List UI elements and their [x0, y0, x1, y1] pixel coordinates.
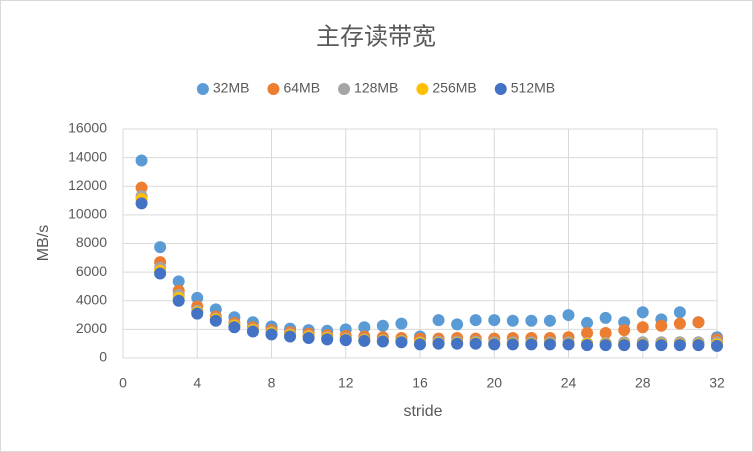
legend-label: 128MB — [354, 80, 398, 96]
data-point — [711, 339, 723, 352]
data-point — [432, 314, 445, 327]
data-point — [525, 314, 538, 327]
data-point — [469, 314, 482, 327]
x-tick-label: 4 — [193, 375, 201, 391]
data-point — [135, 197, 148, 210]
legend-marker — [196, 83, 209, 95]
x-axis-label: stride — [403, 403, 442, 420]
data-point — [358, 321, 371, 334]
data-point — [673, 339, 686, 352]
data-point — [135, 181, 148, 194]
data-point — [432, 337, 445, 350]
data-point — [673, 317, 686, 330]
data-point — [655, 319, 668, 332]
data-point — [339, 334, 352, 347]
y-tick-label: 2000 — [76, 320, 107, 336]
data-point — [581, 339, 594, 352]
data-point — [302, 331, 315, 344]
legend-label: 256MB — [432, 80, 476, 96]
data-point — [488, 314, 501, 327]
legend-marker — [494, 83, 507, 95]
y-tick-label: 0 — [99, 349, 107, 365]
data-point — [135, 154, 148, 167]
data-point — [469, 337, 482, 350]
data-point — [395, 317, 408, 330]
data-point — [228, 321, 241, 334]
data-point — [599, 339, 612, 352]
data-point — [321, 333, 334, 346]
data-point — [414, 338, 426, 351]
data-point — [506, 314, 519, 327]
data-point — [562, 309, 575, 322]
legend-label: 64MB — [283, 80, 320, 96]
y-tick-label: 16000 — [68, 120, 107, 136]
x-tick-label: 0 — [119, 375, 127, 391]
y-tick-label: 8000 — [76, 234, 107, 250]
data-point — [284, 330, 297, 343]
data-point — [636, 321, 649, 334]
legend-marker — [416, 83, 429, 95]
data-point — [172, 275, 185, 288]
data-point — [191, 307, 204, 320]
legend-marker — [338, 83, 351, 95]
y-tick-label: 6000 — [76, 263, 107, 279]
data-point — [154, 241, 167, 254]
data-point — [692, 316, 705, 329]
legend-label: 32MB — [213, 80, 250, 96]
data-point — [655, 339, 668, 352]
y-axis-label: MB/s — [35, 225, 52, 261]
data-point — [618, 339, 631, 352]
data-point — [618, 324, 631, 337]
data-point — [376, 335, 389, 348]
data-point — [246, 325, 259, 338]
data-point — [525, 338, 538, 351]
data-point — [209, 314, 222, 327]
data-point — [581, 316, 594, 329]
data-point — [562, 338, 575, 351]
x-tick-label: 12 — [338, 375, 354, 391]
x-tick-label: 16 — [412, 375, 428, 391]
data-point — [599, 311, 612, 324]
y-tick-label: 10000 — [68, 206, 107, 222]
x-tick-label: 20 — [486, 375, 502, 391]
y-tick-label: 12000 — [68, 177, 107, 193]
data-point — [581, 326, 594, 339]
data-point — [673, 306, 686, 319]
legend-label: 512MB — [511, 80, 555, 96]
data-point — [506, 338, 519, 351]
data-point — [599, 326, 612, 339]
data-point — [543, 314, 556, 327]
data-point — [451, 318, 464, 331]
x-tick-label: 24 — [561, 375, 577, 391]
data-point — [154, 267, 167, 280]
y-tick-label: 4000 — [76, 291, 107, 307]
data-point — [376, 319, 389, 332]
data-point — [451, 337, 464, 350]
data-point — [692, 339, 705, 352]
data-point — [543, 338, 556, 351]
y-tick-label: 14000 — [68, 148, 107, 164]
x-tick-label: 28 — [635, 375, 651, 391]
data-point — [172, 294, 185, 307]
data-point — [636, 339, 649, 352]
chart-title: 主存读带宽 — [316, 23, 436, 50]
legend-marker — [267, 83, 280, 95]
data-point — [265, 328, 278, 341]
data-point — [358, 334, 371, 347]
data-point — [395, 336, 408, 349]
data-point — [636, 306, 649, 319]
x-tick-label: 8 — [268, 375, 276, 391]
data-point — [488, 338, 501, 351]
x-tick-label: 32 — [709, 375, 725, 391]
data-point — [191, 291, 204, 304]
legend: 32MB 64MB 128MB 256MB 512MB — [196, 80, 555, 96]
